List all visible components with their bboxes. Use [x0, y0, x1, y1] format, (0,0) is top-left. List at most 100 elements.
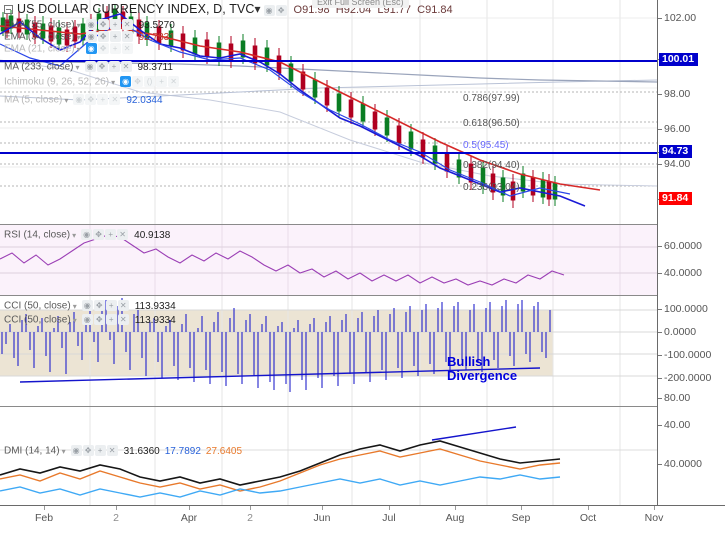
rsi-chart-svg [0, 225, 657, 295]
legend-buttons[interactable]: ◉ ✥ + ✕ [73, 94, 121, 106]
fib-label-0618: 0.618(96.50) [463, 118, 520, 129]
legend-buttons[interactable]: ◉ ✥ + ✕ [81, 314, 130, 326]
cci-pane[interactable] [0, 296, 657, 406]
axis-tick-label: 40.00 [664, 419, 691, 432]
eye-icon[interactable]: ◉ [81, 314, 93, 325]
eye-icon[interactable]: ◉ [84, 61, 96, 72]
legend-buttons[interactable]: ◉ ✥() + ✕ [120, 76, 180, 88]
add-icon[interactable]: + [108, 61, 120, 72]
add-icon[interactable]: + [105, 229, 117, 240]
price-axis[interactable]: 102.00 100.01 98.00 96.00 94.73 94.00 91… [657, 0, 725, 505]
pane-divider-cci [0, 295, 725, 296]
eye-icon[interactable]: ◉ [85, 43, 97, 54]
legend-buttons[interactable]: ◉ ✥ + ✕ [81, 300, 130, 312]
eye-icon[interactable]: ◉ [120, 76, 132, 87]
close-icon[interactable]: ✕ [120, 61, 132, 72]
close-icon[interactable]: ✕ [117, 314, 129, 325]
eye-icon[interactable]: ◉ [70, 445, 82, 456]
legend-label: CCI (50, close) [4, 300, 71, 312]
chevron-down-icon[interactable]: ▾ [72, 315, 77, 325]
legend-buttons[interactable]: ◉ ✥ + ✕ [70, 445, 119, 457]
collapse-icon[interactable] [4, 5, 13, 15]
add-icon[interactable]: + [97, 94, 109, 105]
legend-buttons[interactable]: ◉ ✥ + ✕ [84, 61, 133, 73]
close-icon[interactable]: ✕ [168, 76, 180, 87]
close-icon[interactable]: ✕ [121, 19, 133, 30]
add-icon[interactable]: + [105, 300, 117, 311]
close-icon[interactable]: ✕ [117, 300, 129, 311]
gear-icon[interactable]: ✥ [93, 300, 105, 311]
legend-cci-1[interactable]: CCI (50, close) ▾ ◉ ✥ + ✕ 113.9334 [4, 300, 176, 312]
chevron-down-icon[interactable]: ▾ [111, 77, 116, 87]
gear-icon[interactable]: ✥ [93, 314, 105, 325]
legend-buttons[interactable]: ◉ ✥ + ✕ [81, 229, 129, 241]
chevron-down-icon[interactable]: ▾ [76, 32, 81, 42]
chevron-down-icon[interactable]: ▾ [72, 230, 77, 240]
axis-tick-label: 60.0000 [664, 240, 702, 253]
close-icon[interactable]: ✕ [109, 94, 121, 105]
legend-buttons[interactable]: ◉ ✥ + ✕ [85, 43, 134, 55]
close-icon[interactable]: ✕ [117, 229, 129, 240]
time-label-oct: Oct [579, 512, 597, 524]
legend-ema-21[interactable]: EMA (21, close) ▾ ◉ ✥ + ✕ [4, 43, 134, 55]
gear-icon[interactable]: ✥ [97, 31, 109, 42]
legend-value: 93.5270 [138, 19, 175, 31]
gear-icon[interactable]: ✥ [97, 43, 109, 54]
legend-ichimoku[interactable]: Ichimoku (9, 26, 52, 26) ▾ ◉ ✥() + ✕ [4, 76, 180, 88]
gear-icon[interactable]: ✥ [85, 94, 97, 105]
time-axis[interactable]: Feb 2 Apr 2 Jun Jul Aug Sep Oct Nov [0, 505, 725, 543]
chevron-down-icon[interactable]: ▾ [72, 301, 77, 311]
add-icon[interactable]: + [109, 19, 121, 30]
symbol-title[interactable]: US DOLLAR CURRENCY INDEX, D, TVC [17, 2, 255, 16]
close-icon[interactable]: ✕ [121, 31, 133, 42]
axis-tick-cci-100: 100.0000 [658, 303, 725, 315]
chevron-down-icon[interactable]: ▾ [75, 62, 80, 72]
chevron-down-icon[interactable]: ▾ [76, 20, 81, 30]
legend-ema-34[interactable]: EMA (34, close) ▾ ◉ ✥ + ✕ 92.7831 [4, 31, 175, 43]
legend-label: Ichimoku (9, 26, 52, 26) [4, 76, 110, 88]
legend-dmi[interactable]: DMI (14, 14) ▾ ◉ ✥ + ✕ 31.6360 17.7892 27.6405 [4, 445, 242, 457]
chevron-down-icon[interactable]: ▾ [61, 446, 66, 456]
add-icon[interactable]: + [109, 43, 121, 54]
legend-ma-233[interactable]: MA (233, close) ▾ ◉ ✥ + ✕ 98.3711 [4, 61, 173, 73]
legend-buttons[interactable]: ◉ ✥ + ✕ [85, 19, 134, 31]
add-icon[interactable]: + [156, 76, 168, 87]
axis-badge-9473: 94.73 [659, 145, 693, 158]
eye-icon[interactable]: ◉ [73, 94, 85, 105]
legend-ma-5[interactable]: MA (5, close) ▾ ◉ ✥ + ✕ 92.0344 [4, 94, 163, 106]
legend-ema-55[interactable]: EMA (55, close) ▾ ◉ ✥ + ✕ 93.5270 [4, 19, 175, 31]
gear-icon[interactable]: ✥ [275, 5, 287, 17]
gear-icon[interactable]: ✥ [132, 76, 144, 87]
add-icon[interactable]: + [94, 445, 106, 456]
add-icon[interactable]: + [109, 31, 121, 42]
axis-badge-100: 100.01 [659, 53, 699, 66]
eye-icon[interactable]: ◉ [81, 300, 93, 311]
add-icon[interactable]: + [105, 314, 117, 325]
pane-divider-dmi [0, 406, 725, 407]
close-icon[interactable]: ✕ [121, 43, 133, 54]
paren-icon[interactable]: () [144, 76, 156, 87]
time-label-aug: Aug [445, 512, 465, 524]
gear-icon[interactable]: ✥ [93, 229, 105, 240]
eye-icon[interactable]: ◉ [85, 31, 97, 42]
legend-value: 92.0344 [126, 94, 163, 106]
legend-value: 92.7831 [138, 31, 175, 43]
axis-tick-94: 94.00 [658, 158, 725, 170]
eye-icon[interactable]: ◉ [85, 19, 97, 30]
legend-buttons[interactable]: ◉ ✥ + ✕ [85, 31, 134, 43]
eye-icon[interactable]: ◉ [263, 5, 275, 17]
gear-icon[interactable]: ✥ [82, 445, 94, 456]
legend-rsi[interactable]: RSI (14, close) ▾ ◉ ✥ + ✕ 40.9138 [4, 229, 170, 241]
fib-label-0382: 0.382(94.40) [463, 160, 520, 171]
gear-icon[interactable]: ✥ [96, 61, 108, 72]
chevron-down-icon[interactable]: ▾ [76, 44, 81, 54]
legend-cci-2[interactable]: CCI (50, close) ▾ ◉ ✥ + ✕ 113.9334 [4, 314, 176, 326]
chevron-down-icon[interactable]: ▾ [254, 2, 261, 16]
chevron-down-icon[interactable]: ▾ [64, 95, 69, 105]
ema-34-line [0, 13, 586, 207]
gear-icon[interactable]: ✥ [97, 19, 109, 30]
close-icon[interactable]: ✕ [106, 445, 118, 456]
title-icon-buttons[interactable]: ◉ ✥ [263, 3, 288, 17]
eye-icon[interactable]: ◉ [81, 229, 93, 240]
legend-label: MA (233, close) [4, 61, 74, 73]
